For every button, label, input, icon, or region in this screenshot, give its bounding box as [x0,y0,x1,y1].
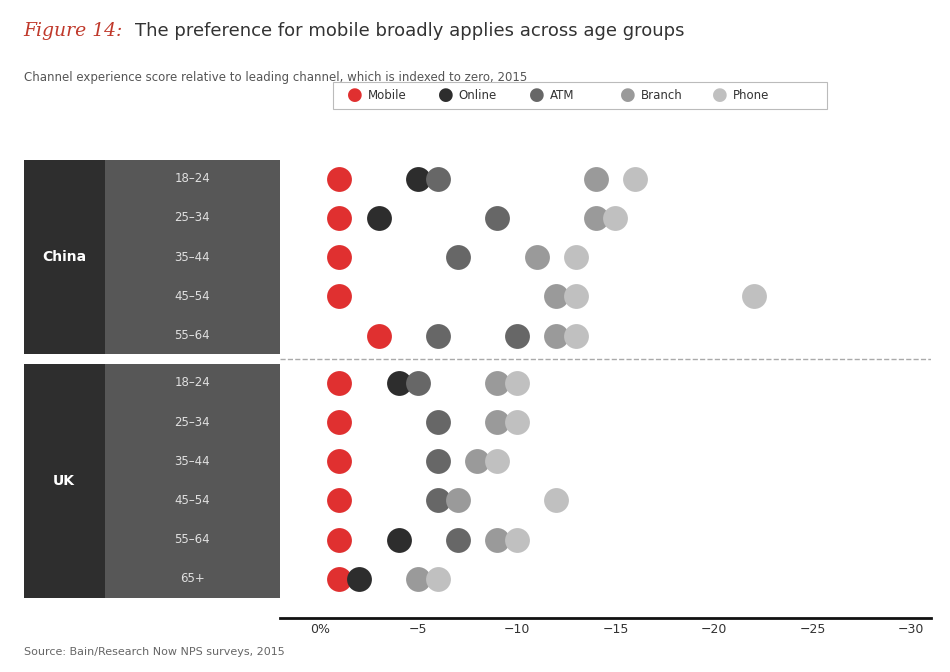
Point [509,417,524,427]
Point [371,330,387,341]
Text: UK: UK [53,474,75,488]
Text: The preference for mobile broadly applies across age groups: The preference for mobile broadly applie… [135,22,684,40]
Point [430,456,446,466]
Point [568,291,583,302]
Text: Branch: Branch [641,89,683,102]
Text: Channel experience score relative to leading channel, which is indexed to zero, : Channel experience score relative to lea… [24,71,527,83]
Point [470,456,485,466]
Text: Mobile: Mobile [368,89,407,102]
Point [410,574,426,585]
Point [430,417,446,427]
Point [549,291,564,302]
Text: 55–64: 55–64 [175,534,210,546]
Point [588,173,603,184]
Text: 35–44: 35–44 [175,455,210,468]
Text: 45–54: 45–54 [175,494,210,507]
Point [391,534,407,545]
Text: Phone: Phone [732,89,769,102]
Point [332,378,347,388]
Point [332,212,347,223]
Point [568,330,583,341]
Text: 65+: 65+ [180,573,205,585]
Point [489,212,504,223]
Point [489,417,504,427]
Point [332,574,347,585]
Point [509,330,524,341]
Point [746,291,761,302]
Text: ●: ● [347,87,363,104]
Text: ●: ● [620,87,636,104]
Point [568,252,583,263]
Point [391,378,407,388]
Point [450,495,465,506]
Point [430,574,446,585]
Point [430,173,446,184]
Text: 25–34: 25–34 [175,415,210,429]
Text: 18–24: 18–24 [175,376,210,389]
Point [450,534,465,545]
Text: Source: Bain/Research Now NPS surveys, 2015: Source: Bain/Research Now NPS surveys, 2… [24,647,284,657]
Point [489,456,504,466]
Point [509,534,524,545]
Point [529,252,544,263]
Point [332,456,347,466]
Point [410,173,426,184]
Text: Figure 14:: Figure 14: [24,22,124,40]
Point [430,330,446,341]
Text: ATM: ATM [550,89,575,102]
Point [332,417,347,427]
Point [608,212,623,223]
Text: 45–54: 45–54 [175,290,210,303]
Text: 55–64: 55–64 [175,329,210,342]
Point [489,534,504,545]
Point [332,173,347,184]
Point [509,378,524,388]
Point [549,330,564,341]
Text: 35–44: 35–44 [175,251,210,263]
Point [450,252,465,263]
Point [371,212,387,223]
Point [332,291,347,302]
Point [352,574,367,585]
Point [332,534,347,545]
Point [489,378,504,388]
Text: Online: Online [459,89,497,102]
Point [430,495,446,506]
Text: China: China [42,250,86,264]
Point [332,252,347,263]
Point [332,495,347,506]
Text: 25–34: 25–34 [175,212,210,224]
Text: ●: ● [529,87,545,104]
Point [549,495,564,506]
Text: 18–24: 18–24 [175,172,210,185]
Text: ●: ● [712,87,728,104]
Text: ●: ● [438,87,454,104]
Point [628,173,643,184]
Point [410,378,426,388]
Point [588,212,603,223]
